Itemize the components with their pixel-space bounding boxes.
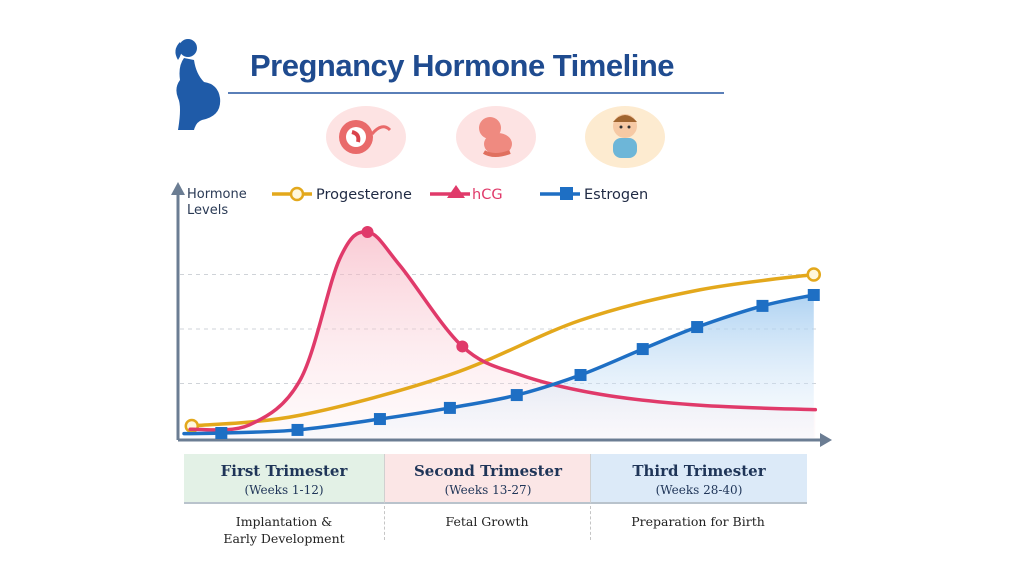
trimester-name: Third Trimester — [632, 462, 766, 480]
pregnant-woman-icon — [175, 39, 221, 130]
embryo-icon — [326, 106, 406, 168]
legend-estrogen-label: Estrogen — [584, 187, 648, 203]
phase-line: Implantation & — [235, 514, 333, 529]
trimester-name: First Trimester — [220, 462, 348, 480]
phase-line: Preparation for Birth — [631, 514, 765, 529]
page-title: Pregnancy Hormone Timeline — [250, 48, 675, 83]
hcg-point — [456, 340, 469, 353]
estrogen-point — [291, 423, 304, 436]
phase-line: Fetal Growth — [445, 514, 529, 529]
estrogen-point — [807, 288, 820, 301]
trimester-weeks: (Weeks 13-27) — [444, 483, 532, 497]
progesterone-line — [190, 272, 816, 428]
y-axis-arrow — [171, 182, 185, 195]
baby-icon — [585, 106, 665, 168]
estrogen-point — [574, 368, 587, 381]
estrogen-point — [691, 321, 704, 334]
legend-progesterone-label: Progesterone — [316, 187, 412, 203]
estrogen-point — [510, 389, 523, 402]
fetus-icon — [456, 106, 536, 168]
trimester-2: Second Trimester (Weeks 13-27) — [384, 454, 591, 504]
legend-hcg-marker — [447, 185, 465, 198]
trimester-weeks: (Weeks 28-40) — [655, 483, 743, 497]
legend-progesterone-marker — [289, 186, 305, 202]
legend-estrogen-marker — [560, 187, 573, 200]
hcg-point — [361, 225, 374, 238]
hcg-area — [190, 231, 816, 438]
title-divider — [228, 92, 724, 94]
trimester-weeks: (Weeks 1-12) — [244, 483, 324, 497]
estrogen-point — [756, 299, 769, 312]
phase-divider — [590, 506, 591, 540]
hcg-line — [188, 230, 818, 432]
y-axis-label: Hormone Levels — [187, 187, 247, 218]
trimester-3: Third Trimester (Weeks 28-40) — [590, 454, 807, 504]
progesterone-point — [806, 267, 822, 282]
phase-description: Implantation & Early Development — [184, 513, 384, 547]
trimester-name: Second Trimester — [413, 462, 563, 480]
phase-line: Early Development — [223, 531, 345, 546]
estrogen-point — [373, 413, 386, 426]
phase-divider — [384, 506, 385, 540]
estrogen-point — [215, 426, 228, 439]
x-axis-arrow — [820, 433, 832, 447]
estrogen-point — [636, 343, 649, 356]
phase-description: Fetal Growth — [384, 513, 590, 530]
legend-hcg-label: hCG — [472, 187, 503, 203]
estrogen-point — [443, 401, 456, 414]
phase-description: Preparation for Birth — [590, 513, 806, 530]
trimester-1: First Trimester (Weeks 1-12) — [184, 454, 384, 504]
